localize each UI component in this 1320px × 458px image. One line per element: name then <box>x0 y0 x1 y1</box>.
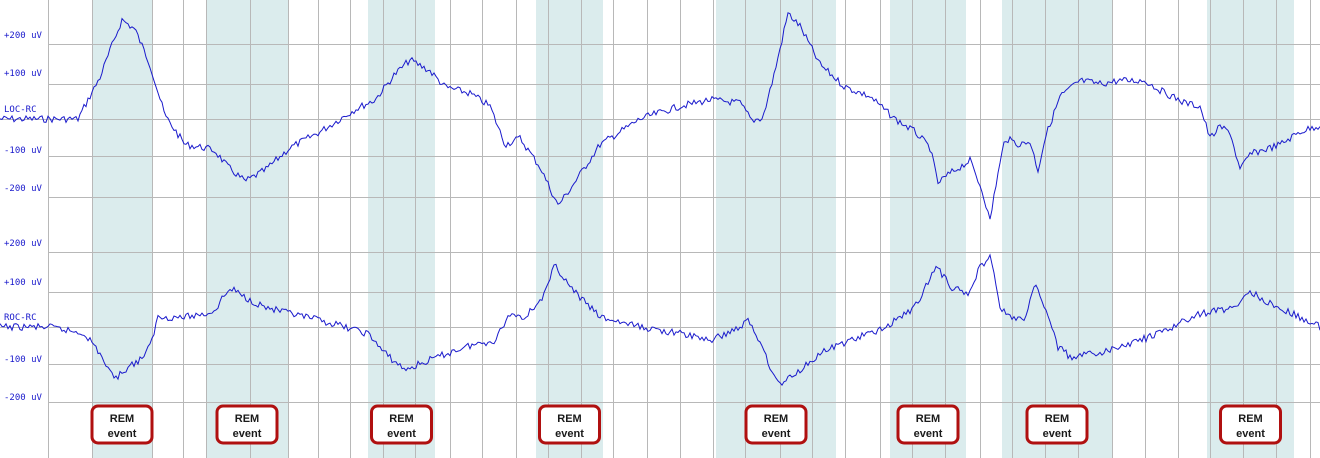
rem-event-label: event <box>1236 428 1265 440</box>
amplitude-label: -200 uV <box>4 393 43 403</box>
rem-event-label: event <box>387 428 416 440</box>
rem-event-label: REM <box>235 413 259 425</box>
trace-loc-rc <box>0 12 1320 220</box>
rem-band-1 <box>92 0 152 458</box>
rem-event-box <box>215 404 279 445</box>
trace-roc-rc <box>0 253 1320 386</box>
rem-event-box <box>370 404 433 445</box>
rem-event-marker: REM event <box>215 404 279 445</box>
rem-event-label: REM <box>916 413 940 425</box>
rem-event-label: event <box>555 428 584 440</box>
rem-event-marker: REM event <box>370 404 433 445</box>
rem-bands <box>92 0 1294 458</box>
rem-event-box <box>896 404 960 445</box>
amplitude-labels: +200 uV +100 uV -100 uV -200 uV LOC-RC +200 u… <box>4 31 43 403</box>
rem-event-label: REM <box>557 413 581 425</box>
rem-event-label: event <box>108 428 137 440</box>
rem-event-label: event <box>914 428 943 440</box>
rem-event-label: REM <box>110 413 134 425</box>
rem-event-label: REM <box>1045 413 1069 425</box>
rem-event-label: REM <box>389 413 413 425</box>
amplitude-label: -100 uV <box>4 146 43 156</box>
rem-event-box <box>1219 404 1282 445</box>
rem-event-label: event <box>233 428 262 440</box>
rem-event-box <box>90 404 154 445</box>
rem-event-box <box>1025 404 1089 445</box>
rem-band-8 <box>1207 0 1294 458</box>
amplitude-label: +200 uV <box>4 239 43 249</box>
rem-event-marker: REM event <box>896 404 960 445</box>
rem-event-label: REM <box>764 413 788 425</box>
rem-event-label: event <box>762 428 791 440</box>
traces <box>0 12 1320 386</box>
channel-label-loc-rc: LOC-RC <box>4 105 37 115</box>
amplitude-label: +100 uV <box>4 278 43 288</box>
rem-band-7 <box>1002 0 1112 458</box>
rem-event-marker: REM event <box>538 404 601 445</box>
rem-band-2 <box>206 0 288 458</box>
amplitude-label: -200 uV <box>4 184 43 194</box>
rem-band-3 <box>368 0 435 458</box>
rem-event-marker: REM event <box>90 404 154 445</box>
rem-event-marker: REM event <box>1219 404 1282 445</box>
rem-band-4 <box>536 0 603 458</box>
rem-event-marker: REM event <box>744 404 808 445</box>
rem-band-5 <box>716 0 836 458</box>
rem-event-marker: REM event <box>1025 404 1089 445</box>
amplitude-label: +100 uV <box>4 69 43 79</box>
rem-event-markers: REM event REM event REM event REM event REM event… <box>90 404 1282 445</box>
amplitude-label: +200 uV <box>4 31 43 41</box>
rem-event-box <box>744 404 808 445</box>
amplitude-label: -100 uV <box>4 355 43 365</box>
rem-event-box <box>538 404 601 445</box>
rem-event-label: REM <box>1238 413 1262 425</box>
rem-band-6 <box>890 0 966 458</box>
rem-event-label: event <box>1043 428 1072 440</box>
channel-label-roc-rc: ROC-RC <box>4 313 37 323</box>
